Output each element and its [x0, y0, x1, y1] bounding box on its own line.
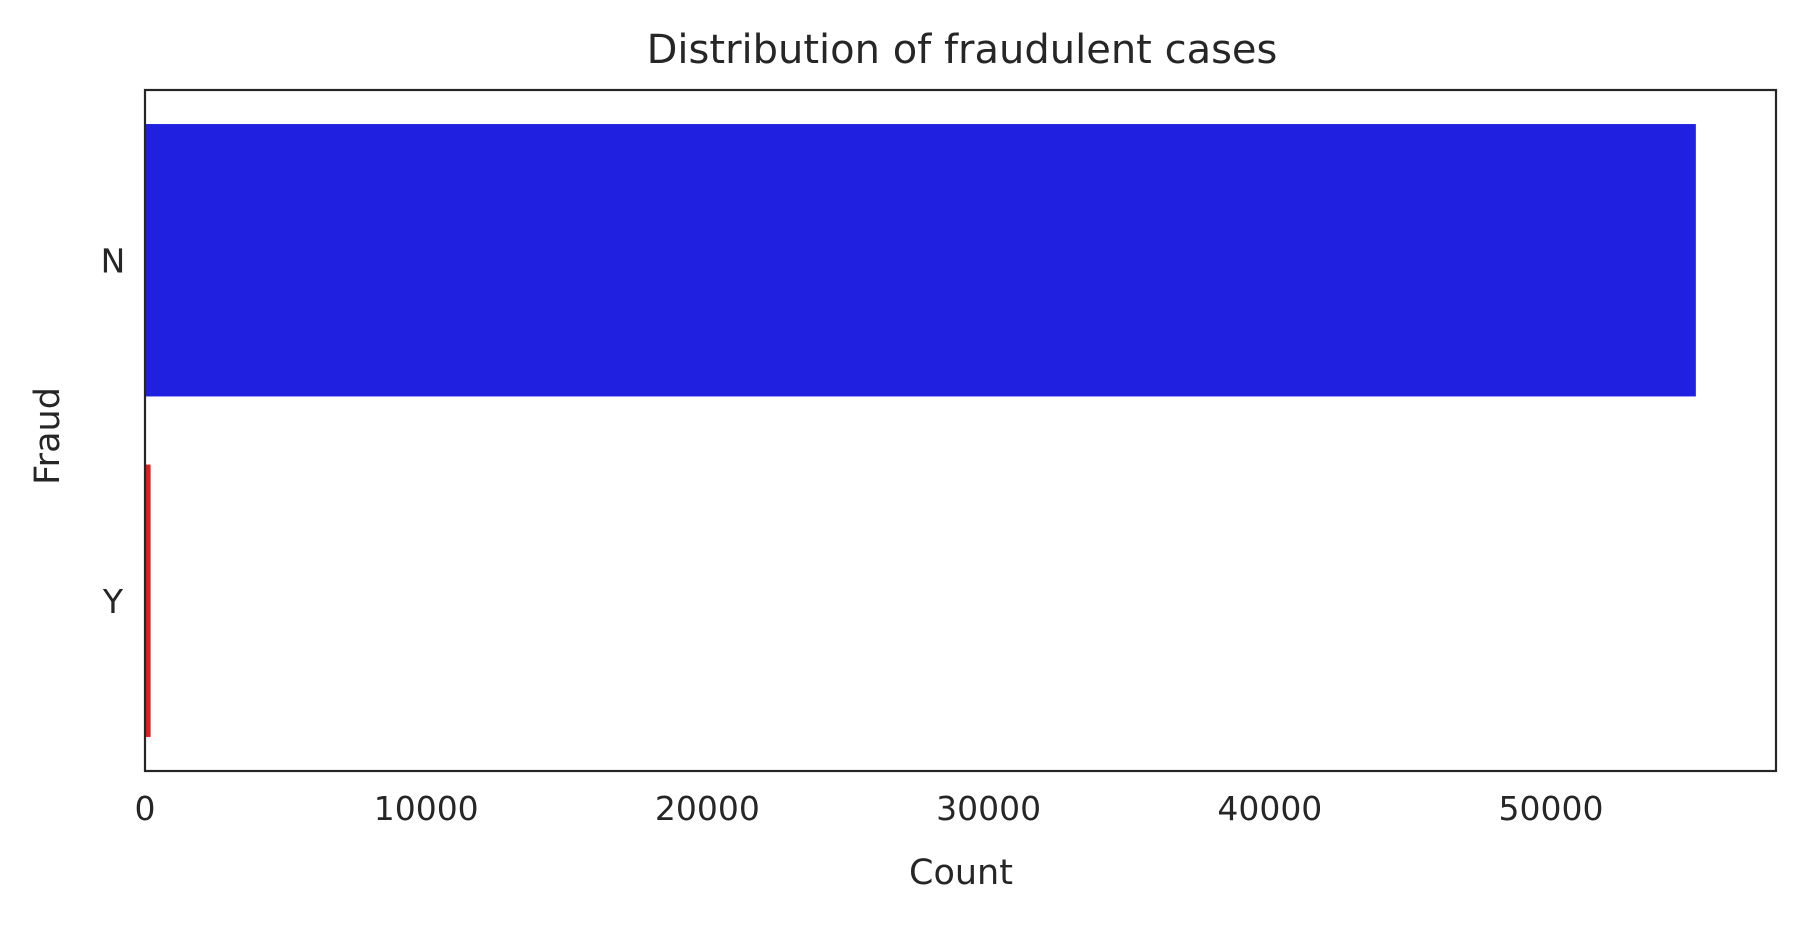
bars-layer — [145, 124, 1696, 737]
plot-frame — [143, 88, 1778, 773]
x-tick-label: 40000 — [1217, 789, 1322, 828]
y-tick-label-n: N — [101, 241, 126, 280]
x-tick-label: 30000 — [936, 789, 1041, 828]
x-axis-label: Count — [909, 853, 1013, 893]
y-axis-label: Fraud — [28, 387, 68, 485]
x-tick-label: 10000 — [374, 789, 479, 828]
bar-n — [145, 124, 1696, 397]
x-tick-label: 20000 — [655, 789, 760, 828]
y-tick-label-y: Y — [102, 582, 124, 621]
x-tick-label: 50000 — [1499, 789, 1604, 828]
chart-title: Distribution of fraudulent cases — [647, 27, 1278, 73]
y-ticks: NY — [101, 241, 126, 621]
x-tick-label: 0 — [135, 789, 156, 828]
bar-y — [145, 464, 151, 737]
x-ticks: 0 10000 20000 30000 40000 50000 — [135, 789, 1604, 828]
